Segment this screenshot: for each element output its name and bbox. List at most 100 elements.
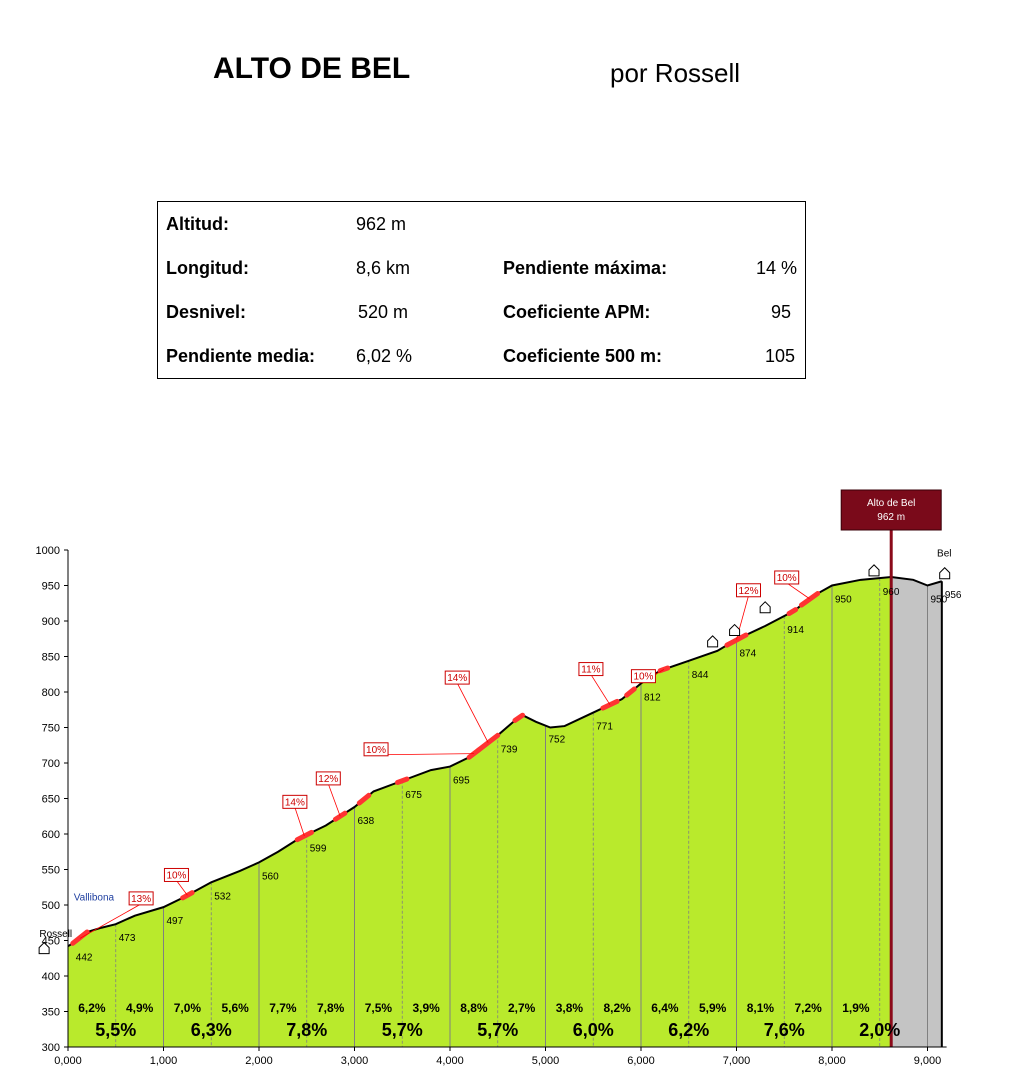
pend-media-value: 6,02 %	[356, 346, 413, 366]
elevation-label: 844	[692, 670, 709, 681]
elevation-label: 599	[310, 844, 327, 855]
pend-max-label: Pendiente máxima:	[503, 258, 668, 278]
steep-section	[786, 607, 799, 617]
desnivel-label: Desnivel:	[166, 302, 247, 322]
y-tick-label: 400	[42, 971, 60, 983]
altitud-label: Altitud:	[166, 214, 229, 234]
elevation-label: 638	[358, 816, 375, 827]
x-tick-label: 7,000	[723, 1055, 751, 1067]
steep-callout-line	[786, 582, 810, 600]
km-gradient: 5,7%	[382, 1020, 423, 1040]
half-km-gradient: 8,2%	[603, 1001, 631, 1015]
y-tick-label: 850	[42, 652, 60, 664]
half-km-gradient: 1,9%	[842, 1001, 870, 1015]
steep-callout-box	[444, 670, 470, 685]
house-icon	[38, 941, 50, 955]
steep-callout-label: 11%	[581, 665, 600, 676]
elevation-label: 874	[740, 648, 757, 659]
steep-callout-line	[294, 807, 305, 837]
place-label: Bel	[937, 548, 951, 559]
steep-callout-label: 12%	[318, 774, 338, 785]
half-km-gradient: 4,9%	[126, 1001, 154, 1015]
half-km-gradient: 7,5%	[365, 1001, 393, 1015]
page-title: ALTO DE BEL	[213, 52, 411, 85]
place-label: Vallibona	[74, 893, 115, 904]
km-gradient: 5,5%	[95, 1020, 136, 1040]
steep-section	[394, 776, 410, 786]
half-km-gradient: 7,2%	[794, 1001, 822, 1015]
steep-callout-label: 14%	[285, 797, 305, 808]
stats-table: Altitud: 962 m Longitud: 8,6 km Pendient…	[157, 201, 806, 379]
x-tick-label: 6,000	[627, 1055, 655, 1067]
steep-callout-box	[736, 583, 761, 598]
steep-callout-label: 14%	[447, 673, 467, 684]
x-tick-label: 5,000	[532, 1055, 560, 1067]
c500-value: 105	[764, 346, 795, 366]
elevation-label: 473	[119, 933, 136, 944]
steep-section	[657, 665, 671, 674]
elevation-label: 695	[453, 776, 470, 787]
steep-callout-box	[774, 570, 800, 585]
house-icon	[729, 623, 741, 637]
steep-callout-box	[578, 662, 604, 677]
house-icon	[707, 635, 719, 648]
elevation-label: 752	[549, 735, 566, 746]
half-km-gradient: 3,9%	[412, 1001, 440, 1015]
summit-altitude: 962 m	[877, 512, 905, 523]
steep-callout-label: 10%	[166, 870, 186, 881]
steep-section	[294, 829, 315, 843]
y-tick-label: 1000	[36, 545, 60, 557]
summit-box	[840, 489, 942, 531]
y-tick-label: 950	[42, 581, 60, 593]
house-icon	[868, 564, 880, 577]
half-km-gradient: 2,7%	[508, 1001, 536, 1015]
elevation-label: 960	[883, 587, 900, 598]
half-km-gradient: 5,6%	[221, 1001, 249, 1015]
altitud-value: 962 m	[356, 214, 407, 234]
steep-section	[624, 686, 637, 698]
x-tick-label: 8,000	[818, 1055, 846, 1067]
half-km-gradient: 3,8%	[556, 1001, 584, 1015]
y-tick-label: 450	[42, 936, 60, 948]
half-km-gradient: 6,4%	[651, 1001, 679, 1015]
km-gradient: 6,2%	[668, 1020, 709, 1040]
steep-callout-line	[590, 674, 611, 705]
half-km-gradient: 7,0%	[174, 1001, 202, 1015]
apm-value: 95	[770, 302, 791, 322]
y-tick-label: 800	[42, 687, 60, 699]
y-tick-label: 550	[42, 865, 60, 877]
elevation-label: 914	[787, 625, 804, 636]
y-tick-label: 650	[42, 794, 60, 806]
author-label: por Rossell	[610, 58, 741, 88]
y-tick-label: 700	[42, 758, 60, 770]
y-tick-label: 750	[42, 723, 60, 735]
elevation-label: 675	[405, 790, 422, 801]
steep-callout-box	[630, 669, 656, 684]
steep-callout-line	[456, 682, 489, 743]
half-km-gradient: 7,8%	[317, 1001, 345, 1015]
y-tick-label: 900	[42, 616, 60, 628]
km-gradient: 5,7%	[477, 1020, 518, 1040]
y-tick-label: 300	[42, 1042, 60, 1054]
steep-callout-line	[176, 880, 188, 896]
x-tick-label: 3,000	[341, 1055, 369, 1067]
elevation-label: 950	[931, 595, 948, 606]
house-icon	[939, 567, 951, 580]
steep-callout-label: 10%	[633, 672, 653, 683]
steep-callout-box	[163, 867, 189, 882]
steep-section	[356, 792, 372, 806]
steep-callout-line	[327, 783, 341, 817]
steep-callout-label: 13%	[131, 894, 151, 905]
steep-section	[798, 590, 821, 608]
steep-callout-label: 10%	[777, 573, 797, 584]
steep-callout-line	[79, 903, 142, 939]
steep-callout-box	[315, 771, 341, 786]
pend-max-value: 14 %	[755, 258, 797, 278]
elevation-label: 950	[835, 595, 852, 606]
elevation-label: 739	[501, 744, 518, 755]
km-gradient: 6,3%	[191, 1020, 232, 1040]
steep-section	[70, 929, 90, 946]
elevation-label: 771	[596, 722, 613, 733]
climb-area	[68, 576, 892, 1047]
